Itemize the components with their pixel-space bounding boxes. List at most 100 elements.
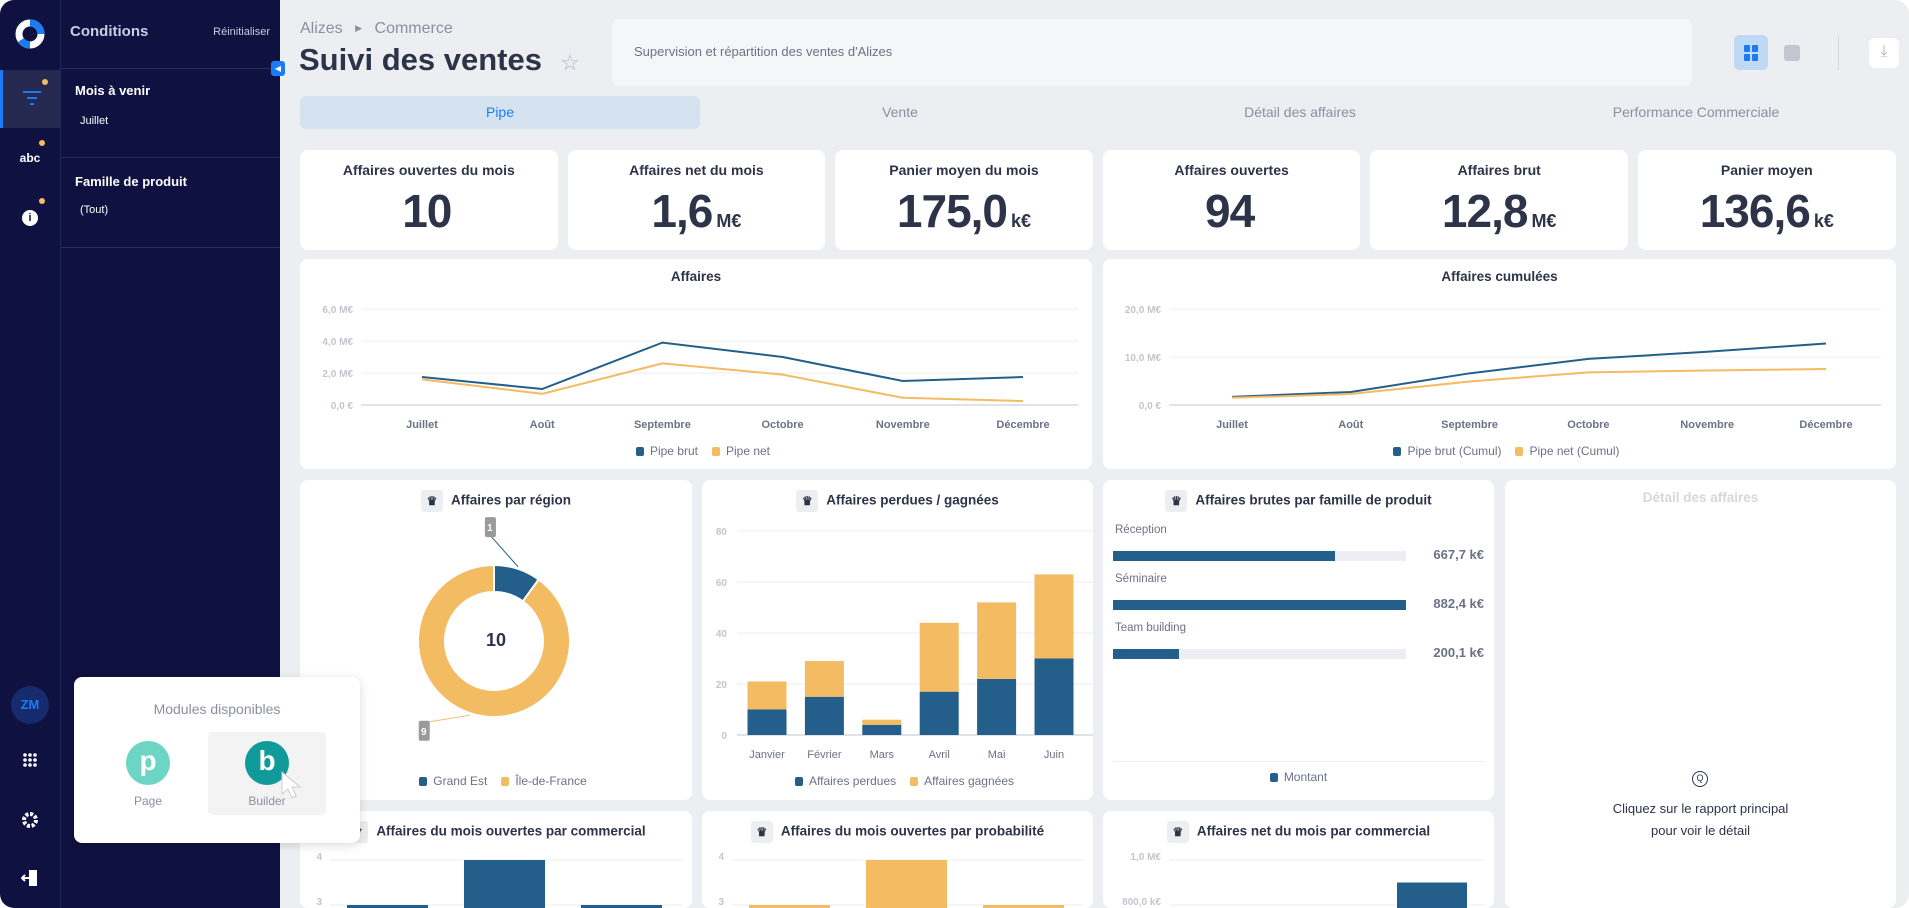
kpi-card[interactable]: Affaires ouvertes du mois 10	[300, 150, 558, 250]
divider	[61, 68, 281, 69]
kpi-card[interactable]: Affaires net du mois 1,6 M€	[567, 150, 826, 250]
legend-item[interactable]: Île-de-France	[515, 774, 587, 788]
kpi-number: 94	[1205, 185, 1255, 237]
legend-item[interactable]: Montant	[1283, 770, 1328, 784]
divider	[61, 247, 281, 248]
apps-grid-icon[interactable]	[22, 752, 38, 768]
chart-affaires-perdues-gagnees[interactable]: ♛ Affaires perdues / gagnées 0 20 40 60 80 Jan…	[702, 480, 1093, 800]
grid-view-toggle[interactable]	[1734, 35, 1768, 70]
legend-item[interactable]: Grand Est	[433, 774, 488, 788]
rail-item-abc[interactable]: abc	[0, 151, 60, 165]
filter-value-mois[interactable]: Juillet	[80, 115, 109, 127]
rail-item-filters[interactable]	[0, 70, 60, 128]
hbar[interactable]	[1113, 649, 1180, 659]
download-icon[interactable]: ⤓	[1869, 38, 1899, 68]
kpi-card[interactable]: Affaires brut 12,8 M€	[1370, 150, 1628, 250]
avatar[interactable]: ZM	[11, 686, 49, 724]
x-tick-label: Octobre	[762, 419, 804, 431]
filter-label: Famille de produit	[75, 174, 187, 189]
data-label: 1	[487, 523, 493, 534]
filter-value-famille[interactable]: (Tout)	[80, 204, 109, 216]
legend: Montant	[1103, 770, 1494, 784]
kpi-card[interactable]: Panier moyen du mois 175,0 k€	[835, 150, 1093, 250]
hbar-value: 200,1 k€	[1433, 645, 1484, 660]
tab-pipe[interactable]: Pipe	[300, 96, 700, 129]
chart-affaires[interactable]: Affaires 0,0 € 2,0 M€ 4,0 M€ 6,0 M€ Juillet A…	[300, 259, 1092, 469]
legend-item[interactable]: Pipe brut (Cumul)	[1407, 444, 1502, 458]
kpi-title: Affaires ouvertes du mois	[342, 162, 515, 178]
chart-affaires-par-famille[interactable]: ♛ Affaires brutes par famille de produit …	[1103, 480, 1494, 800]
series-line-net	[1231, 368, 1827, 399]
line-chart: 0,0 € 2,0 M€ 4,0 M€ 6,0 M€ Juillet Août Septem…	[322, 305, 1078, 431]
bar	[983, 905, 1064, 908]
tab-performance-commerciale[interactable]: Performance Commerciale	[1612, 104, 1780, 120]
icon-rail: abc i ZM	[0, 0, 60, 908]
app-logo[interactable]	[14, 18, 46, 50]
y-tick-label: 3	[316, 897, 322, 908]
legend-swatch	[501, 777, 510, 787]
panel-title: Conditions	[70, 23, 149, 40]
single-view-toggle[interactable]	[1784, 45, 1800, 61]
crown-icon[interactable]: ♛	[1165, 490, 1188, 512]
filter-label: Mois à venir	[75, 83, 151, 98]
x-tick-label: Septembre	[634, 419, 691, 431]
x-tick-label: Septembre	[1441, 419, 1498, 431]
bar-chart: 800,0 k€ 1,0 M€	[1122, 852, 1485, 908]
series-line-brut	[1231, 342, 1827, 398]
series-line-brut	[421, 341, 1024, 391]
hbar[interactable]	[1113, 551, 1335, 561]
kpi-value: 10	[300, 184, 558, 238]
legend: Affaires perdues Affaires gagnées	[702, 774, 1093, 788]
legend-item[interactable]: Pipe net	[725, 444, 771, 458]
divider	[1838, 35, 1839, 70]
crown-icon[interactable]: ♛	[420, 490, 443, 512]
legend-item[interactable]: Affaires perdues	[808, 774, 897, 788]
hbar-label: Team building	[1115, 622, 1186, 634]
collapse-panel-button[interactable]: ◀	[271, 61, 285, 76]
breadcrumb-item[interactable]: Alizes	[300, 20, 343, 37]
breadcrumb-item[interactable]: Commerce	[374, 20, 453, 37]
x-tick-label: Mars	[870, 749, 895, 761]
y-tick-label: 40	[716, 629, 728, 640]
star-icon[interactable]: ☆	[560, 50, 580, 75]
y-tick-label: 0	[721, 731, 727, 742]
gear-icon[interactable]	[21, 811, 39, 829]
crown-icon[interactable]: ♛	[1166, 821, 1189, 843]
crown-icon[interactable]: ♛	[796, 490, 819, 512]
crown-icon[interactable]: ♛	[750, 821, 773, 843]
kpi-card[interactable]: Affaires ouvertes 94	[1102, 150, 1361, 250]
chart-net-par-commercial[interactable]: ♛ Affaires net du mois par commercial 800…	[1103, 811, 1494, 908]
kpi-unit: k€	[1011, 211, 1032, 231]
abc-icon: abc	[19, 151, 41, 165]
builder-module-icon: b	[245, 741, 289, 785]
x-tick-label: Juillet	[406, 419, 438, 431]
kpi-number: 12,8	[1441, 185, 1529, 237]
reset-button[interactable]: Réinitialiser	[213, 26, 270, 38]
bar-perdues	[1034, 658, 1074, 735]
hbar-track	[1113, 551, 1406, 561]
description-box: Supervision et répartition des ventes d'…	[612, 19, 1692, 86]
divider	[1113, 761, 1485, 762]
chart-ouvertes-par-probabilite[interactable]: ♛ Affaires du mois ouvertes par probabili…	[702, 811, 1093, 908]
logout-icon[interactable]	[21, 869, 39, 887]
legend-item[interactable]: Pipe net (Cumul)	[1529, 444, 1620, 458]
module-page[interactable]: p Page	[105, 732, 191, 815]
kpi-value: 175,0 k€	[835, 184, 1093, 238]
tab-vente[interactable]: Vente	[882, 104, 918, 120]
data-label-box	[418, 720, 430, 741]
popup-title: Modules disponibles	[153, 701, 281, 717]
module-builder[interactable]: b Builder	[208, 732, 326, 815]
tab-detail-affaires[interactable]: Détail des affaires	[1244, 104, 1356, 120]
kpi-card[interactable]: Panier moyen 136,6 k€	[1638, 150, 1896, 250]
kpi-unit: k€	[1813, 211, 1834, 231]
y-tick-label: 4,0 M€	[322, 337, 353, 348]
legend-item[interactable]: Pipe brut	[649, 444, 698, 458]
info-icon[interactable]: i	[22, 210, 38, 226]
legend-item[interactable]: Affaires gagnées	[924, 774, 1014, 788]
y-tick-label: 3	[718, 897, 724, 908]
chart-affaires-cumulees[interactable]: Affaires cumulées 0,0 € 10,0 M€ 20,0 M€ Jui…	[1103, 259, 1896, 469]
hbar[interactable]	[1113, 600, 1406, 610]
data-label: 9	[421, 727, 427, 738]
chart-ouvertes-par-commercial[interactable]: ♛Affaires du mois ouvertes par commercia…	[300, 811, 692, 908]
